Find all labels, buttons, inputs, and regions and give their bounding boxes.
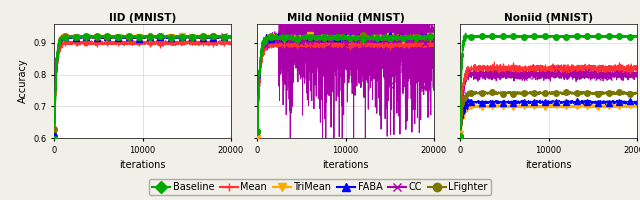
Legend: Baseline, Mean, TriMean, FABA, CC, LFighter: Baseline, Mean, TriMean, FABA, CC, LFigh… <box>149 179 491 195</box>
Y-axis label: Accuracy: Accuracy <box>18 59 28 103</box>
Title: Mild Noniid (MNIST): Mild Noniid (MNIST) <box>287 13 404 23</box>
X-axis label: iterations: iterations <box>120 160 166 170</box>
X-axis label: iterations: iterations <box>323 160 369 170</box>
Title: IID (MNIST): IID (MNIST) <box>109 13 176 23</box>
Title: Noniid (MNIST): Noniid (MNIST) <box>504 13 593 23</box>
X-axis label: iterations: iterations <box>525 160 572 170</box>
